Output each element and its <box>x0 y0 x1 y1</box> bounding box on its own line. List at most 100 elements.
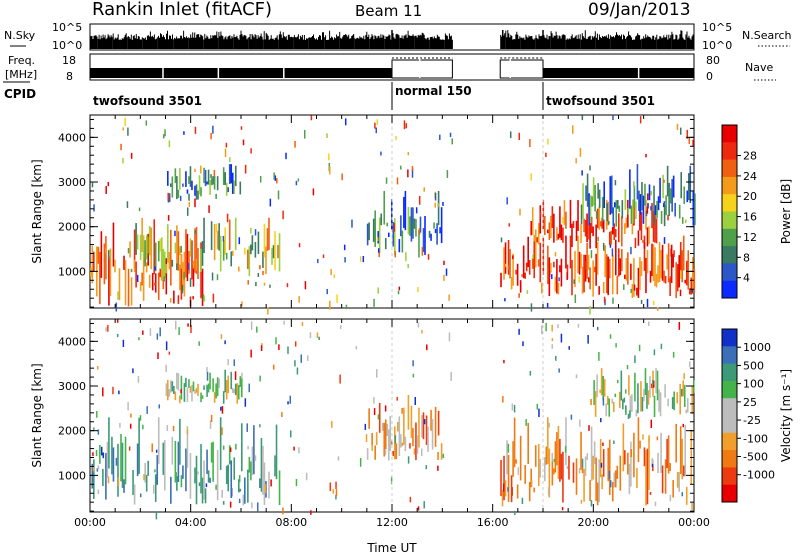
data-cell <box>366 223 369 246</box>
data-cell <box>594 391 597 417</box>
data-cell <box>556 227 558 241</box>
data-cell <box>539 458 542 478</box>
data-cell <box>434 202 436 208</box>
data-cell <box>632 199 634 224</box>
data-cell <box>150 227 152 270</box>
data-cell <box>626 364 629 370</box>
data-cell <box>224 227 226 255</box>
data-cell <box>390 476 393 485</box>
data-cell <box>679 383 682 415</box>
data-cell <box>545 446 548 465</box>
data-cell <box>672 480 674 498</box>
data-cell <box>179 264 181 291</box>
data-cell <box>682 380 685 397</box>
data-cell <box>551 461 554 486</box>
x-tick-label: 16:00 <box>477 516 509 529</box>
data-cell <box>676 392 678 404</box>
data-cell <box>578 251 581 275</box>
data-cell <box>330 268 332 276</box>
data-cell <box>105 186 107 194</box>
data-cell <box>532 254 534 259</box>
data-cell <box>581 115 584 121</box>
data-cell <box>200 165 202 174</box>
data-cell <box>553 261 555 268</box>
data-cell <box>639 257 641 290</box>
data-cell <box>688 361 691 368</box>
data-cell <box>593 266 596 273</box>
data-cell <box>614 239 617 276</box>
data-cell <box>180 254 183 300</box>
data-cell <box>376 369 378 378</box>
data-cell <box>307 355 309 361</box>
data-cell <box>120 143 122 151</box>
data-cell <box>389 415 392 451</box>
data-cell <box>609 334 612 339</box>
data-cell <box>254 242 257 258</box>
data-cell <box>668 182 670 216</box>
data-cell <box>602 376 604 401</box>
data-cell <box>401 230 404 253</box>
data-cell <box>646 298 649 308</box>
data-cell <box>678 255 680 288</box>
data-cell <box>624 389 627 394</box>
data-cell <box>165 364 167 372</box>
data-cell <box>192 260 195 269</box>
data-cell <box>122 339 125 348</box>
data-cell <box>188 251 190 274</box>
colorbar-tick-label: 24 <box>743 170 757 183</box>
data-cell <box>219 235 222 272</box>
data-cell <box>139 282 142 292</box>
data-cell <box>616 199 619 209</box>
data-cell <box>609 176 612 215</box>
data-cell <box>221 489 223 498</box>
data-cell <box>643 235 646 271</box>
data-cell <box>254 229 257 236</box>
data-cell <box>237 266 240 272</box>
data-cell <box>504 480 507 497</box>
data-cell <box>345 304 348 310</box>
freq-segment <box>391 59 453 79</box>
data-cell <box>686 190 689 203</box>
data-cell <box>224 340 226 345</box>
data-cell <box>209 420 212 429</box>
data-cell <box>179 246 181 256</box>
colorbar-cell <box>722 176 737 195</box>
data-cell <box>572 462 575 483</box>
data-cell <box>186 387 189 402</box>
data-cell <box>608 398 611 417</box>
data-cell <box>392 222 395 247</box>
data-cell <box>414 397 417 406</box>
data-cell <box>192 381 195 392</box>
data-cell <box>329 300 331 310</box>
data-cell <box>637 230 640 246</box>
data-cell <box>609 480 612 488</box>
data-cell <box>407 456 410 464</box>
colorbar-cell <box>722 125 737 143</box>
data-cell <box>557 324 559 329</box>
data-cell <box>375 432 378 445</box>
data-cell <box>513 404 516 413</box>
data-cell <box>225 465 228 485</box>
data-cell <box>120 433 122 482</box>
data-cell <box>602 282 605 294</box>
data-cell <box>154 273 157 293</box>
data-cell <box>170 380 172 393</box>
data-cell <box>688 136 690 144</box>
data-cell <box>651 243 653 277</box>
data-cell <box>654 211 656 243</box>
data-cell <box>236 383 239 404</box>
data-cell <box>547 417 549 464</box>
data-cell <box>187 263 190 271</box>
data-cell <box>238 475 241 483</box>
data-cell <box>616 465 619 479</box>
data-cell <box>250 349 252 358</box>
data-cell <box>537 259 540 267</box>
data-cell <box>437 190 440 226</box>
data-cell <box>682 423 685 428</box>
data-cell <box>383 422 386 457</box>
data-cell <box>227 375 230 394</box>
data-cell <box>293 446 295 451</box>
data-cell <box>687 173 690 201</box>
data-cell <box>230 371 233 390</box>
data-cell <box>206 384 208 397</box>
